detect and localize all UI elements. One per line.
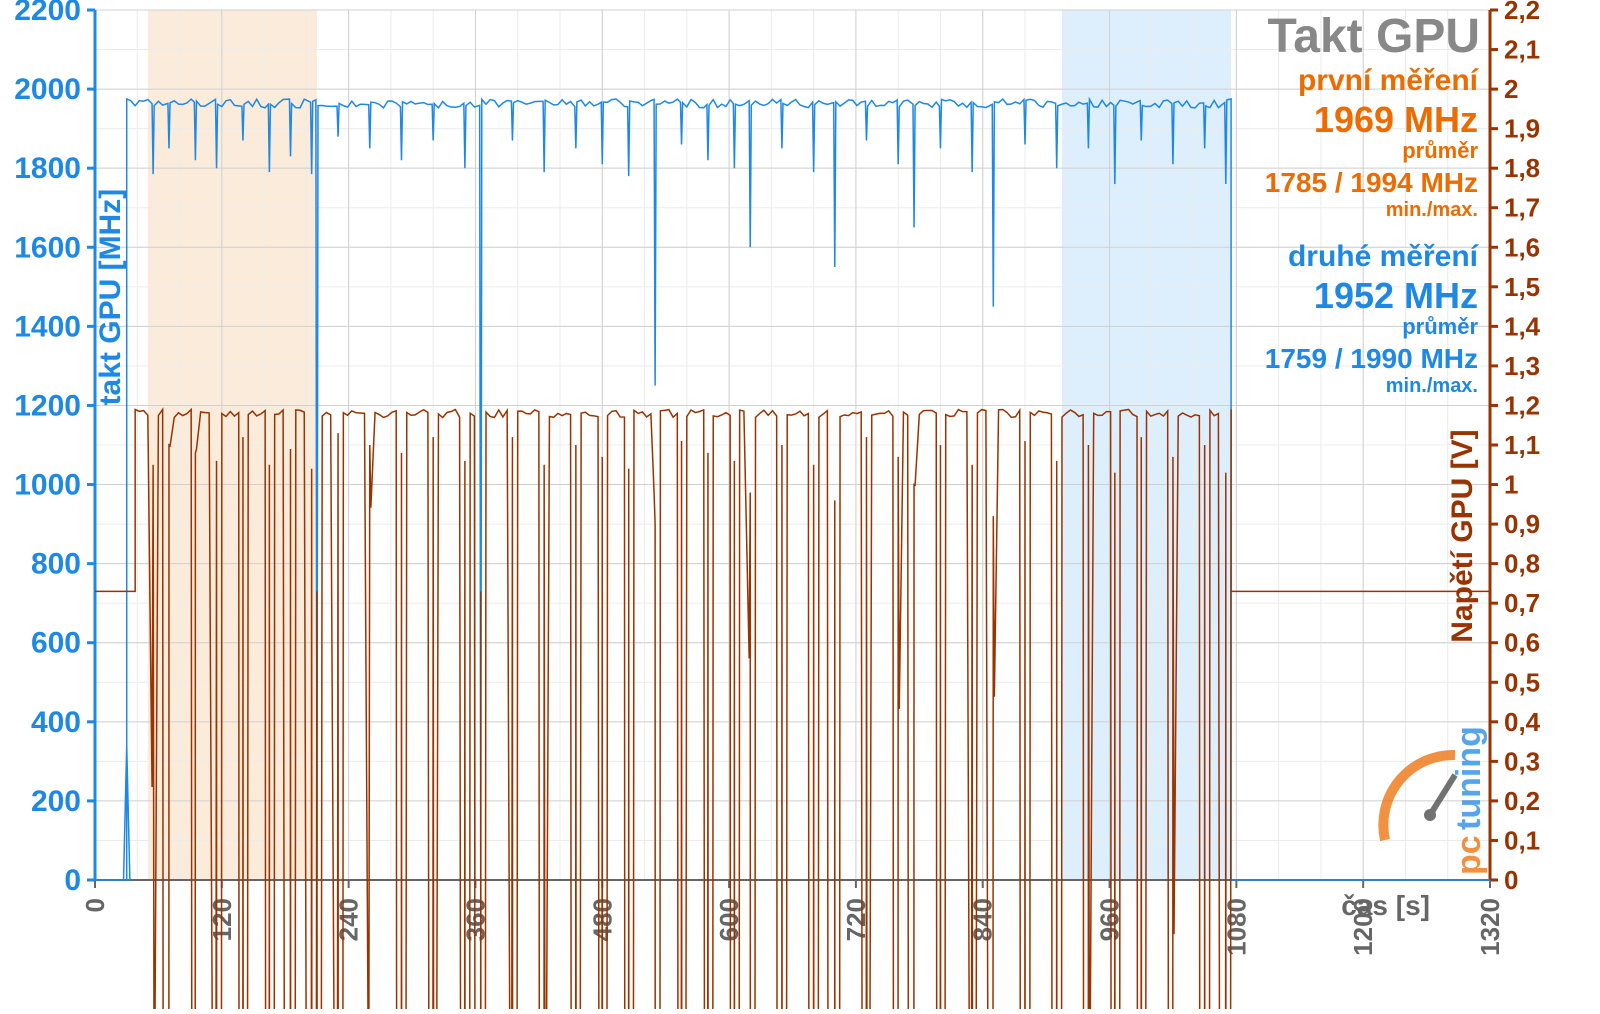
anno-first-avg: 1969 MHz xyxy=(1314,99,1478,140)
anno-second-heading: druhé měření xyxy=(1288,240,1480,273)
chart-container: 0200400600800100012001400160018002000220… xyxy=(0,0,1600,1009)
y-right-tick-label: 2,1 xyxy=(1504,35,1540,65)
chart-svg: 0200400600800100012001400160018002000220… xyxy=(0,0,1600,1009)
y-right-tick-label: 1,8 xyxy=(1504,153,1540,183)
y-right-tick-label: 1,2 xyxy=(1504,390,1540,420)
anno-second-avg: 1952 MHz xyxy=(1314,275,1478,316)
y-right-tick-label: 1,4 xyxy=(1504,311,1541,341)
y-right-tick-label: 0,2 xyxy=(1504,786,1540,816)
y-left-tick-label: 0 xyxy=(64,864,81,897)
y-left-tick-label: 2000 xyxy=(14,73,81,106)
y-right-tick-label: 0,9 xyxy=(1504,509,1540,539)
y-left-tick-label: 400 xyxy=(31,706,81,739)
anno-second-minmax: 1759 / 1990 MHz xyxy=(1265,343,1478,374)
x-tick-label: 1320 xyxy=(1475,898,1505,956)
y-left-tick-label: 1800 xyxy=(14,152,81,185)
anno-first-avg-label: průměr xyxy=(1402,138,1478,163)
y-right-tick-label: 0,8 xyxy=(1504,549,1540,579)
y-right-tick-label: 1,3 xyxy=(1504,351,1540,381)
logo-text-tuning: tuning xyxy=(1450,726,1488,830)
y-left-tick-label: 200 xyxy=(31,785,81,818)
y-right-tick-label: 1,6 xyxy=(1504,232,1540,262)
chart-title: Takt GPU xyxy=(1268,10,1480,63)
anno-first-minmax: 1785 / 1994 MHz xyxy=(1265,167,1478,198)
y-right-tick-label: 0,6 xyxy=(1504,628,1540,658)
y-right-tick-label: 0 xyxy=(1504,865,1518,895)
anno-first-heading: první měření xyxy=(1298,64,1480,97)
logo-text-pc: pc xyxy=(1450,835,1488,875)
y-left-tick-label: 1200 xyxy=(14,389,81,422)
y-right-tick-label: 0,4 xyxy=(1504,707,1541,737)
y-right-tick-label: 2 xyxy=(1504,74,1518,104)
y-left-tick-label: 600 xyxy=(31,627,81,660)
anno-second-minmax-label: min./max. xyxy=(1386,375,1478,397)
anno-second-avg-label: průměr xyxy=(1402,314,1478,339)
y-left-label: takt GPU [MHz] xyxy=(94,189,127,406)
y-left-tick-label: 1400 xyxy=(14,310,81,343)
y-right-tick-label: 1,9 xyxy=(1504,114,1540,144)
y-left-tick-label: 1000 xyxy=(14,469,81,502)
y-right-tick-label: 0,3 xyxy=(1504,746,1540,776)
y-left-tick-label: 2200 xyxy=(14,0,81,27)
y-right-tick-label: 0,1 xyxy=(1504,825,1540,855)
x-axis-label: čas [s] xyxy=(1341,890,1430,921)
x-tick-label: 0 xyxy=(80,898,110,912)
y-right-tick-label: 1,5 xyxy=(1504,272,1540,302)
y-left-tick-label: 800 xyxy=(31,548,81,581)
y-right-label: Napětí GPU [V] xyxy=(1446,429,1479,642)
anno-first-minmax-label: min./max. xyxy=(1386,199,1478,221)
y-right-tick-label: 2,2 xyxy=(1504,0,1540,25)
y-right-tick-label: 1,7 xyxy=(1504,193,1540,223)
y-right-tick-label: 1,1 xyxy=(1504,430,1540,460)
y-right-tick-label: 0,5 xyxy=(1504,667,1540,697)
y-right-tick-label: 0,7 xyxy=(1504,588,1540,618)
y-left-tick-label: 1600 xyxy=(14,231,81,264)
y-right-tick-label: 1 xyxy=(1504,470,1518,500)
